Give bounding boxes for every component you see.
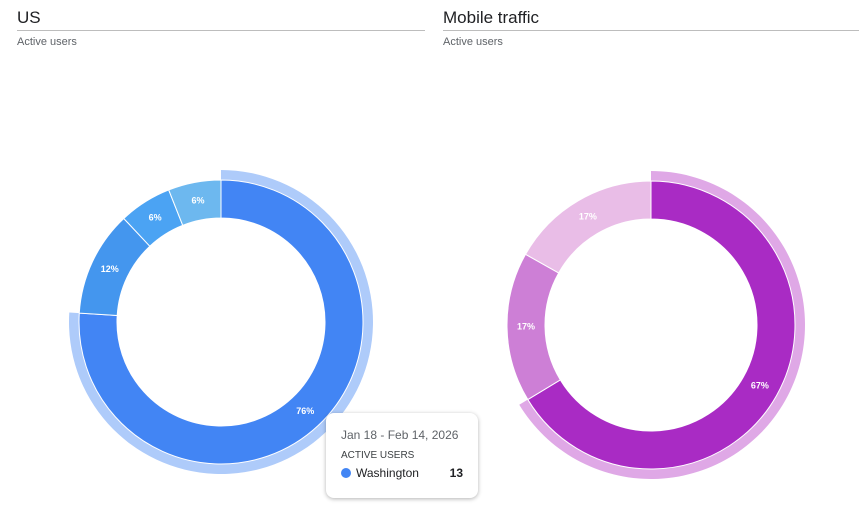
donut-slice[interactable] bbox=[78, 179, 364, 465]
slice-label: 17% bbox=[579, 211, 597, 221]
slice-label: 6% bbox=[149, 213, 162, 223]
slice-label: 67% bbox=[751, 381, 769, 391]
tooltip-row: Washington 13 bbox=[341, 466, 463, 480]
slice-label: 76% bbox=[296, 406, 314, 416]
chart-title: US bbox=[17, 8, 425, 31]
tooltip-date: Jan 18 - Feb 14, 2026 bbox=[341, 428, 459, 442]
tooltip-metric: ACTIVE USERS bbox=[341, 450, 415, 461]
slice-label: 17% bbox=[517, 321, 535, 331]
donut-slice[interactable] bbox=[524, 180, 652, 274]
slice-label: 6% bbox=[191, 196, 204, 206]
chart-subtitle: Active users bbox=[443, 36, 503, 48]
tooltip-value: 13 bbox=[449, 466, 463, 480]
chart-title: Mobile traffic bbox=[443, 8, 859, 31]
donut-slice[interactable] bbox=[168, 179, 222, 226]
donut-slice[interactable] bbox=[527, 180, 796, 470]
tooltip-item: Washington bbox=[356, 466, 419, 480]
legend-dot-icon bbox=[341, 468, 351, 478]
chart-subtitle: Active users bbox=[17, 36, 77, 48]
tooltip: Jan 18 - Feb 14, 2026 ACTIVE USERS Washi… bbox=[326, 413, 478, 498]
slice-label: 12% bbox=[101, 264, 119, 274]
mobile-chart-header: Mobile traffic Active users bbox=[443, 8, 859, 48]
us-chart-header: US Active users bbox=[17, 8, 425, 48]
